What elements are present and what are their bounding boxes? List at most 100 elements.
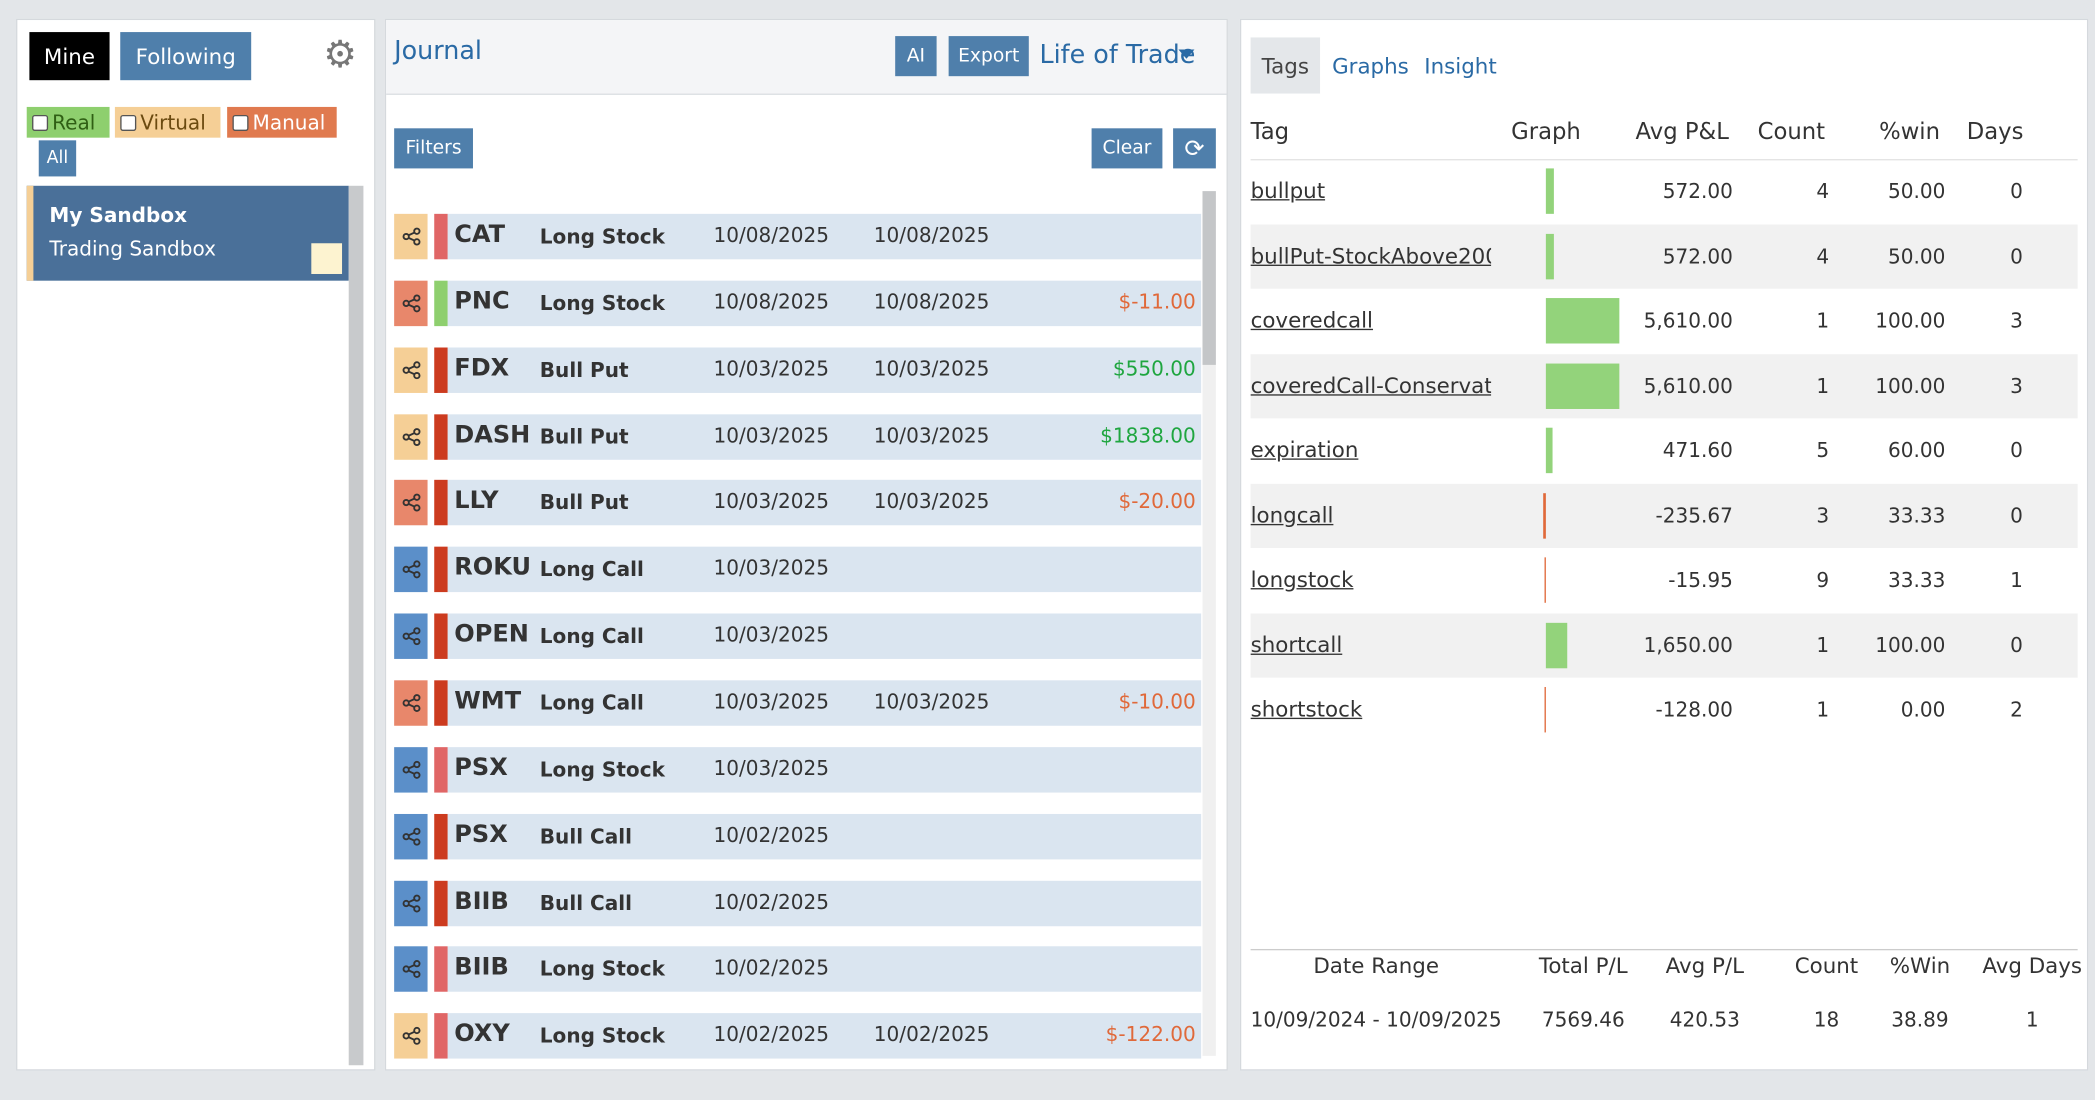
row-background[interactable]	[447, 546, 1202, 593]
trade-symbol: PSX	[454, 820, 508, 849]
share-button[interactable]	[394, 1013, 428, 1059]
row-background[interactable]	[447, 746, 1202, 793]
column-header: Count	[1757, 118, 1826, 146]
filter-checkbox[interactable]	[232, 114, 249, 131]
settings-gear[interactable]: ⚙	[323, 32, 357, 77]
share-button[interactable]	[394, 946, 428, 993]
count: 1	[1816, 373, 1830, 398]
tab[interactable]: Insight	[1424, 52, 1497, 79]
avg-pl: 1,650.00	[1643, 632, 1733, 657]
summary-value: 420.53	[1669, 1007, 1740, 1032]
count: 4	[1816, 179, 1830, 204]
summary-header: Date Range	[1313, 952, 1440, 979]
summary-rule	[1250, 948, 2078, 951]
tag-link[interactable]: expiration	[1250, 437, 1359, 463]
summary-header: Total P/L	[1538, 952, 1628, 979]
row-background[interactable]	[447, 613, 1202, 660]
days: 3	[2010, 373, 2023, 398]
open-date: 10/08/2025	[713, 223, 830, 248]
open-date: 10/02/2025	[713, 822, 830, 847]
all-button[interactable]: All	[38, 140, 77, 177]
summary-header: Avg Days	[1982, 952, 2083, 979]
share-button[interactable]	[394, 546, 428, 593]
dropdown-caret	[1178, 49, 1195, 59]
row-background	[1250, 353, 2078, 418]
days: 0	[2010, 179, 2023, 204]
row-background[interactable]	[447, 480, 1202, 526]
journal-scroll-thumb	[1202, 191, 1216, 365]
row-background[interactable]	[447, 680, 1202, 726]
tag-link[interactable]: shortstock	[1250, 696, 1363, 722]
tag-link[interactable]: longstock	[1250, 566, 1354, 593]
share-button[interactable]	[394, 347, 428, 393]
days: 0	[2010, 438, 2023, 463]
tag-link[interactable]: coveredcall	[1250, 307, 1374, 333]
trade-strategy: Long Stock	[539, 957, 665, 982]
row-background[interactable]	[447, 347, 1202, 393]
tab[interactable]: Tags	[1250, 37, 1321, 94]
share-button[interactable]	[394, 813, 428, 859]
pl-bar	[1543, 686, 1546, 733]
filter-chip[interactable]: Virtual	[114, 106, 221, 138]
filters-button[interactable]: Filters	[394, 128, 473, 169]
refresh-button[interactable]: ⟳	[1173, 128, 1216, 169]
filter-chip[interactable]: Manual	[227, 106, 337, 138]
ai-button[interactable]: AI	[895, 36, 937, 77]
row-background[interactable]	[447, 946, 1202, 993]
trade-pl: $-122.00	[1105, 1022, 1196, 1047]
clear-button[interactable]: Clear	[1091, 128, 1163, 169]
win-rate: 33.33	[1887, 503, 1946, 528]
trade-pl: $1838.00	[1100, 423, 1196, 448]
summary-header: %Win	[1889, 952, 1951, 979]
tab[interactable]: Graphs	[1332, 52, 1409, 79]
row-background[interactable]	[447, 813, 1202, 859]
trade-pl: $-20.00	[1118, 489, 1196, 514]
row-background[interactable]	[447, 413, 1202, 460]
share-button[interactable]	[394, 746, 428, 793]
filter-checkbox[interactable]	[120, 114, 137, 131]
sandbox-card[interactable]	[26, 185, 349, 281]
export-button[interactable]: Export	[948, 36, 1029, 77]
row-background	[1250, 223, 2078, 289]
share-button[interactable]	[394, 613, 428, 660]
tag-link[interactable]: coveredCall-Conservativ	[1250, 372, 1492, 398]
sandbox-swatch	[311, 243, 343, 274]
share-icon	[401, 294, 420, 313]
row-background[interactable]	[447, 213, 1202, 260]
tag-link[interactable]: shortcall	[1250, 631, 1343, 657]
status-stripe	[434, 880, 448, 926]
pl-bar	[1545, 233, 1554, 279]
trade-pl: $550.00	[1112, 356, 1196, 381]
tag-link[interactable]: bullput	[1250, 177, 1326, 204]
share-button[interactable]	[394, 413, 428, 460]
count: 4	[1816, 243, 1830, 268]
share-button[interactable]	[394, 480, 428, 526]
journal-title: Journal	[394, 36, 482, 66]
trade-strategy: Long Call	[539, 690, 644, 715]
share-icon	[401, 893, 420, 912]
header-rule	[1250, 159, 2078, 161]
close-date: 10/02/2025	[873, 1022, 990, 1047]
count: 1	[1816, 308, 1830, 333]
view-dropdown[interactable]: Life of Trade	[1039, 40, 1196, 70]
summary-value: 1	[2025, 1007, 2039, 1032]
summary-value: 38.89	[1891, 1007, 1949, 1032]
row-background[interactable]	[447, 1013, 1202, 1059]
share-button[interactable]	[394, 213, 428, 260]
share-button[interactable]	[394, 280, 428, 326]
tag-link[interactable]: longcall	[1250, 501, 1334, 528]
pl-bar	[1545, 427, 1553, 474]
share-button[interactable]	[394, 680, 428, 726]
row-background[interactable]	[447, 280, 1202, 326]
trade-strategy: Bull Put	[539, 491, 629, 516]
tag-link[interactable]: bullPut-StockAbove200S	[1250, 242, 1492, 268]
filter-checkbox[interactable]	[32, 114, 49, 131]
row-background[interactable]	[447, 880, 1202, 926]
share-icon	[401, 693, 420, 712]
mine-tab[interactable]: Mine	[29, 32, 110, 81]
filter-chip[interactable]: Real	[26, 106, 110, 138]
open-date: 10/02/2025	[713, 956, 830, 981]
following-tab[interactable]: Following	[120, 32, 252, 81]
share-button[interactable]	[394, 880, 428, 926]
status-stripe	[434, 680, 448, 726]
